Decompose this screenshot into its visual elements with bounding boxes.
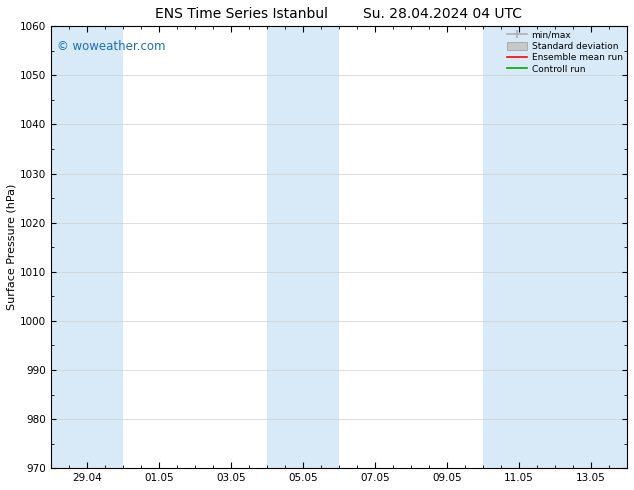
Legend: min/max, Standard deviation, Ensemble mean run, Controll run: min/max, Standard deviation, Ensemble me… — [505, 29, 624, 75]
Text: © woweather.com: © woweather.com — [56, 40, 165, 52]
Y-axis label: Surface Pressure (hPa): Surface Pressure (hPa) — [7, 184, 17, 311]
Bar — [51, 26, 123, 468]
Title: ENS Time Series Istanbul        Su. 28.04.2024 04 UTC: ENS Time Series Istanbul Su. 28.04.2024 … — [155, 7, 522, 21]
Bar — [267, 26, 339, 468]
Bar — [483, 26, 627, 468]
